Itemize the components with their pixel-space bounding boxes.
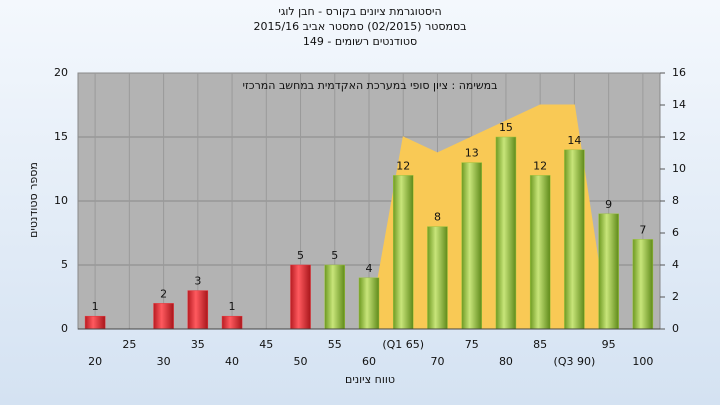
x-tick-label: 80 bbox=[499, 355, 513, 368]
bar bbox=[564, 149, 585, 330]
data-label: 12 bbox=[396, 159, 410, 172]
x-tick-label: 45 bbox=[259, 338, 273, 351]
x-tick-label: 95 bbox=[602, 338, 616, 351]
x-tick-label: 100 bbox=[632, 355, 653, 368]
y2-tick-label: 4 bbox=[672, 258, 679, 271]
data-label: 2 bbox=[160, 287, 167, 300]
data-label: 9 bbox=[605, 198, 612, 211]
chart-subtitle: סטודנטים רשומים - 149 bbox=[303, 35, 417, 48]
y2-tick-label: 0 bbox=[672, 322, 679, 335]
data-label: 4 bbox=[366, 262, 373, 275]
bar bbox=[84, 315, 106, 330]
y-tick-label: 10 bbox=[54, 194, 68, 207]
data-label: 1 bbox=[92, 300, 99, 313]
x-tick-label: 60 bbox=[362, 355, 376, 368]
x-tick-label: 40 bbox=[225, 355, 239, 368]
bar bbox=[495, 136, 517, 330]
chart-subtitle: בסמסטר (02/2015) סמסטר אביב 2015/16 bbox=[253, 20, 466, 33]
data-label: 7 bbox=[639, 223, 646, 236]
y2-tick-label: 2 bbox=[672, 290, 679, 303]
chart-title: היסטוגרמת ציונים בקורס - חבן לוגי bbox=[278, 5, 441, 18]
x-tick-label: 25 bbox=[122, 338, 136, 351]
y2-tick-label: 14 bbox=[672, 98, 686, 111]
x-tick-label: 85 bbox=[533, 338, 547, 351]
x-tick-label: 50 bbox=[294, 355, 308, 368]
bar bbox=[187, 290, 209, 330]
data-label: 13 bbox=[465, 147, 479, 160]
x-tick-label: 70 bbox=[430, 355, 444, 368]
y-tick-label: 20 bbox=[54, 66, 68, 79]
bar bbox=[632, 239, 654, 330]
bar bbox=[358, 277, 380, 330]
data-label: 15 bbox=[499, 121, 513, 134]
bar bbox=[427, 226, 448, 330]
x-tick-label: 55 bbox=[328, 338, 342, 351]
x-tick-label: 35 bbox=[191, 338, 205, 351]
y2-tick-label: 10 bbox=[672, 162, 686, 175]
x-tick-label: 20 bbox=[88, 355, 102, 368]
data-label: 3 bbox=[194, 275, 201, 288]
data-label: 8 bbox=[434, 211, 441, 224]
y-tick-label: 5 bbox=[61, 258, 68, 271]
y-tick-label: 15 bbox=[54, 130, 68, 143]
data-label: 5 bbox=[297, 249, 304, 262]
y2-tick-label: 16 bbox=[672, 66, 686, 79]
data-label: 12 bbox=[533, 159, 547, 172]
x-tick-label: 30 bbox=[157, 355, 171, 368]
data-label: 14 bbox=[567, 134, 581, 147]
y-tick-label: 0 bbox=[61, 322, 68, 335]
x-axis-label: טווח ציונים bbox=[345, 373, 395, 386]
annotation: במשימה : ציון סופי במערכת האקדמית במחשב … bbox=[243, 79, 498, 92]
bar bbox=[324, 264, 346, 330]
bar bbox=[392, 175, 414, 330]
bar bbox=[461, 162, 482, 330]
x-tick-label: (Q1 65) bbox=[382, 338, 424, 351]
x-tick-label: (Q3 90) bbox=[554, 355, 596, 368]
bar bbox=[153, 303, 174, 330]
y2-tick-label: 6 bbox=[672, 226, 679, 239]
x-tick-label: 75 bbox=[465, 338, 479, 351]
bar bbox=[290, 264, 311, 330]
data-label: 1 bbox=[229, 300, 236, 313]
bar bbox=[529, 175, 551, 330]
y2-tick-label: 8 bbox=[672, 194, 679, 207]
bar bbox=[598, 213, 619, 330]
data-label: 5 bbox=[331, 249, 338, 262]
y-axis-label: מספר סטודנטים bbox=[27, 162, 40, 238]
bar bbox=[221, 315, 243, 330]
y2-tick-label: 12 bbox=[672, 130, 686, 143]
